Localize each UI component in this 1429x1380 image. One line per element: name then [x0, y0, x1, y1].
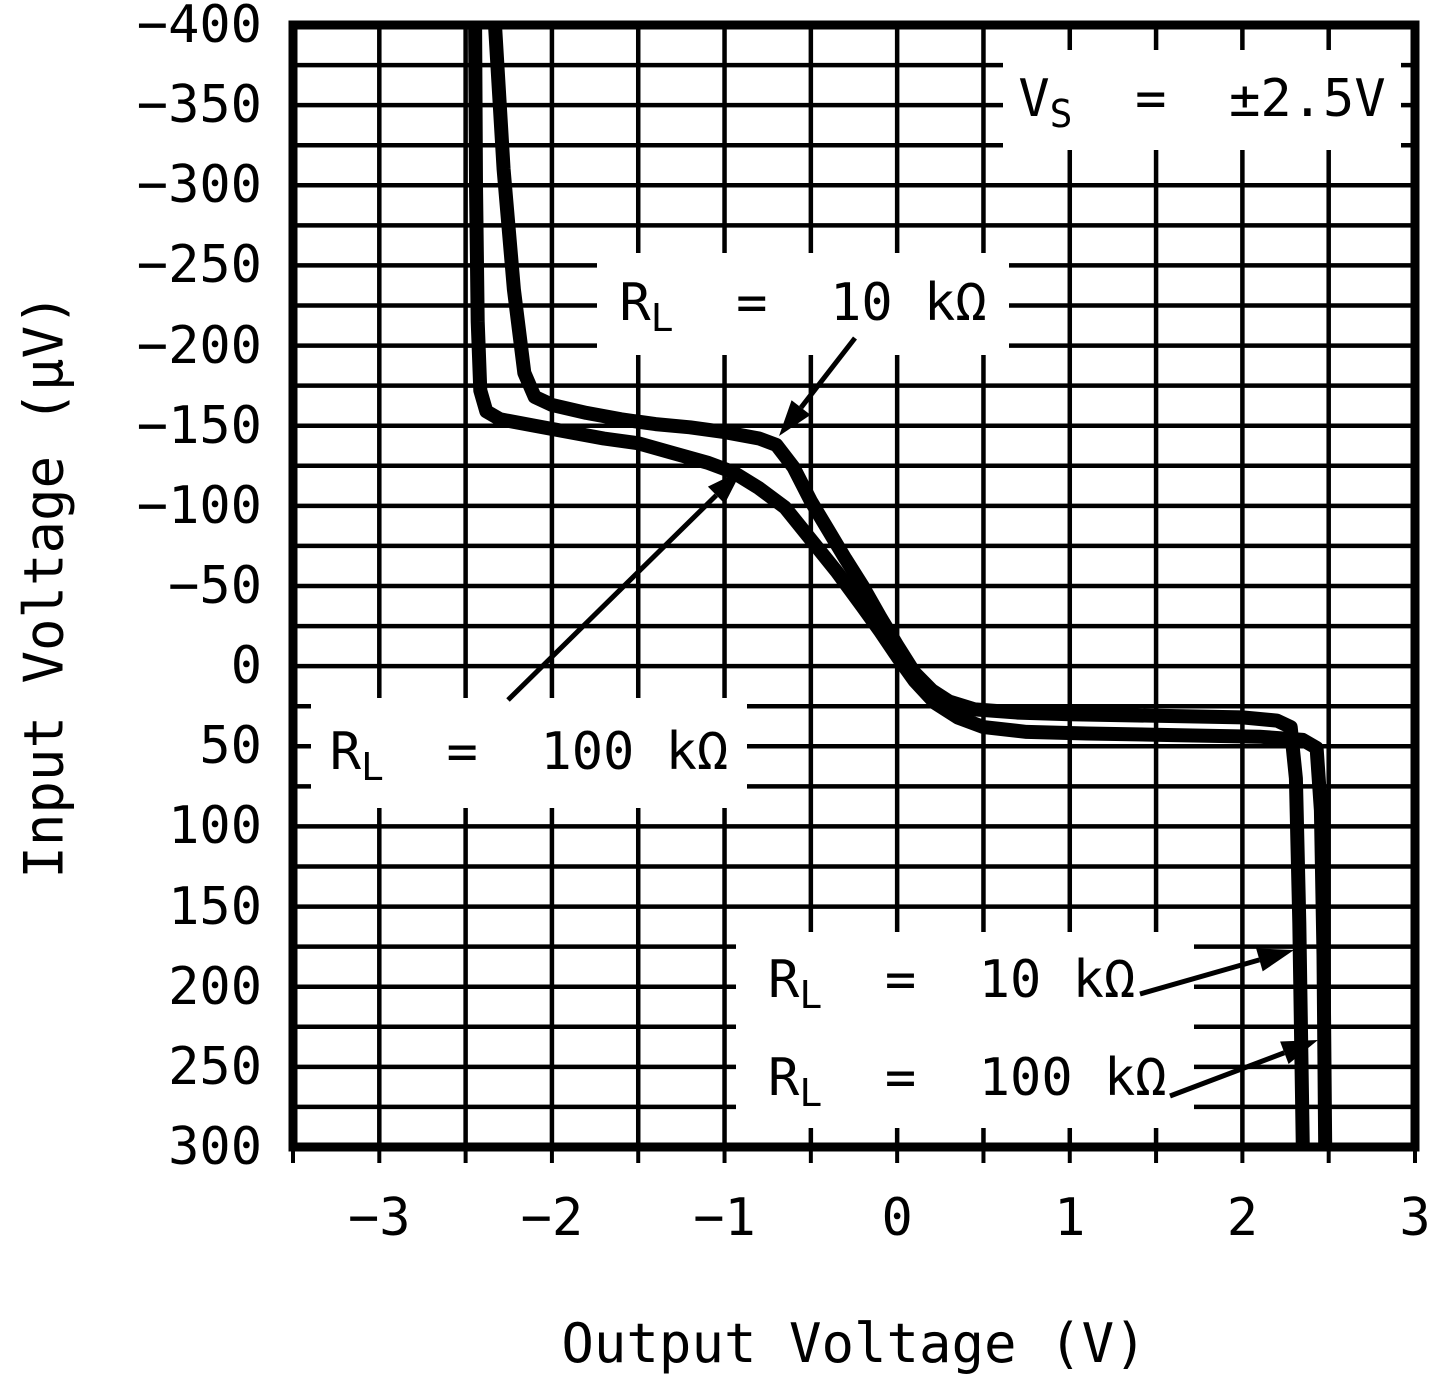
x-tick-label: 1 [1054, 1188, 1086, 1248]
x-tick-label: 3 [1399, 1188, 1429, 1248]
y-tick-label: 200 [168, 956, 262, 1017]
curve-rl-100k [468, 25, 1333, 1147]
data-curves [468, 25, 1333, 1147]
x-tick-label: −2 [520, 1188, 584, 1248]
y-tick-label: −250 [136, 235, 262, 296]
y-tick-label: 100 [168, 796, 262, 857]
callout-text: RL = 100 kΩ [329, 722, 729, 790]
y-tick-label: 250 [168, 1036, 262, 1097]
y-tick-label: −350 [136, 75, 262, 136]
x-axis-title: Output Voltage (V) [561, 1312, 1147, 1375]
x-axis-minor-ticks [291, 1151, 1417, 1163]
y-axis-title: Input Voltage (μV) [12, 293, 76, 879]
y-tick-label: −50 [168, 556, 262, 616]
y-tick-label: −300 [136, 155, 262, 216]
x-tick-label: 2 [1226, 1188, 1259, 1248]
y-tick-label: −100 [136, 475, 262, 536]
plot-border [288, 20, 1420, 1152]
rl-100k-mid-callout: RL = 100 kΩ [311, 698, 747, 808]
y-tick-label: −150 [136, 395, 262, 456]
y-tick-label: −400 [136, 0, 262, 55]
callout-text: RL = 10 kΩ [619, 273, 987, 341]
x-tick-label: 0 [881, 1188, 913, 1248]
rl-bottom-callout: RL = 10 kΩ RL = 100 kΩ [736, 932, 1194, 1128]
x-tick-label: −3 [347, 1188, 411, 1248]
rl-10k-top-callout: RL = 10 kΩ [597, 253, 1009, 355]
callout-text: RL = 10 kΩ [768, 950, 1136, 1018]
y-tick-label: 150 [168, 876, 262, 937]
curve-rl-10k [488, 25, 1310, 1147]
callout-text: RL = 100 kΩ [768, 1048, 1167, 1116]
vs-annotation: VS = ±2.5V [1003, 50, 1401, 150]
y-tick-label: 0 [230, 636, 262, 697]
x-tick-label: −1 [693, 1188, 756, 1248]
y-tick-label: 300 [168, 1117, 262, 1177]
y-tick-label: −200 [136, 315, 262, 376]
callout-text: VS = ±2.5V [1018, 69, 1386, 137]
y-tick-label: 50 [199, 716, 262, 777]
